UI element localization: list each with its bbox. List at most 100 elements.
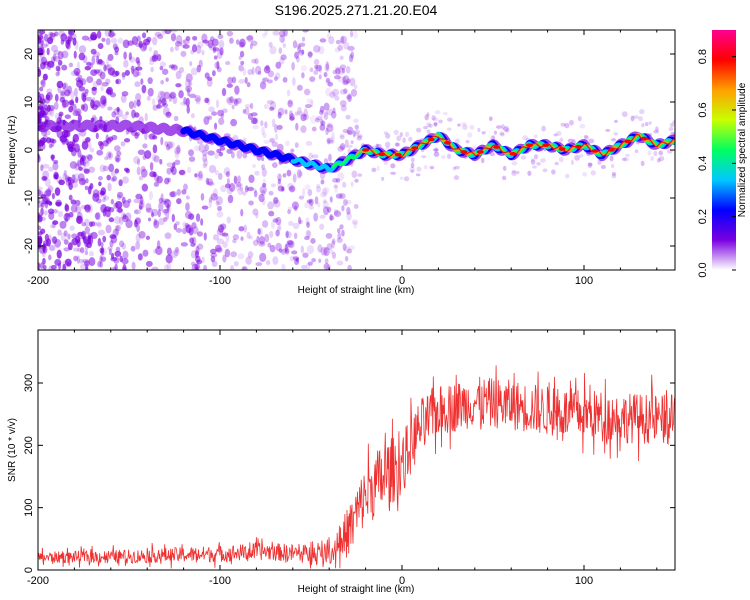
noise-blob [350,140,354,145]
noise-blob [55,65,61,72]
noise-blob [122,263,127,270]
noise-blob [170,64,179,71]
noise-blob [501,175,507,181]
noise-blob [38,30,46,35]
noise-blob [221,87,227,97]
noise-blob [68,146,75,153]
ridge-peak [591,149,599,153]
noise-blob [69,98,75,108]
noise-blob [311,154,319,159]
noise-blob [333,210,342,217]
noise-blob [53,101,59,110]
ridge-peak [525,143,533,147]
noise-blob [296,43,301,50]
noise-blob [300,125,307,134]
noise-blob [238,226,245,232]
noise-blob [216,60,220,70]
noise-blob [145,260,153,267]
noise-blob [145,202,152,212]
noise-blob [84,250,89,256]
noise-blob [207,181,215,186]
noise-blob [156,103,161,109]
noise-blob [71,233,78,239]
noise-blob [530,159,536,165]
noise-blob [219,231,226,237]
noise-blob [191,44,198,53]
noise-blob [334,47,341,53]
noise-blob [192,226,199,235]
noise-blob [128,100,134,110]
noise-blob [173,248,180,257]
noise-blob [178,66,185,74]
noise-blob [85,178,89,184]
noise-blob [277,173,282,182]
noise-blob [410,157,415,163]
noise-blob [668,126,674,132]
noise-blob [296,56,300,63]
noise-blob [346,211,352,221]
noise-blob [252,117,259,125]
noise-blob [317,244,323,253]
noise-blob [84,185,89,191]
noise-blob [174,41,183,47]
noise-blob [647,150,652,156]
noise-blob [81,104,85,111]
noise-blob [313,212,319,222]
noise-blob [247,186,255,192]
noise-blob [87,203,93,214]
noise-blob [190,242,196,247]
noise-blob [110,234,118,244]
noise-blob [334,186,338,194]
noise-blob [447,127,452,131]
noise-blob [78,177,86,186]
noise-blob [41,43,48,48]
noise-blob [78,86,86,92]
noise-blob [108,152,112,159]
noise-blob [259,81,267,90]
noise-blob [288,220,294,227]
noise-blob [138,231,146,239]
noise-blob [51,154,55,162]
noise-blob [47,36,54,45]
noise-blob [278,248,283,253]
noise-blob [333,184,338,189]
noise-blob [162,106,170,116]
snr-y-tick-label: 200 [23,436,35,454]
noise-blob [99,100,106,110]
noise-blob [133,209,141,215]
noise-blob [182,221,188,229]
noise-blob [452,166,456,171]
noise-blob [91,55,96,65]
noise-blob [75,96,79,104]
noise-blob [116,106,120,112]
noise-blob [209,36,215,42]
noise-blob [96,78,102,86]
noise-blob [339,100,347,107]
noise-blob [54,259,62,266]
noise-blob [191,236,197,246]
noise-blob [269,46,277,55]
noise-blob [261,182,267,188]
noise-blob [48,104,55,112]
noise-blob [233,261,239,267]
noise-blob [201,33,208,43]
noise-blob [239,38,246,48]
noise-blob [72,37,77,46]
noise-blob [144,39,149,47]
noise-blob [342,128,348,134]
noise-blob [157,33,164,40]
noise-blob [96,222,103,228]
noise-blob [53,171,59,180]
noise-blob [122,176,129,184]
noise-blob [104,64,110,71]
noise-blob [40,62,46,70]
noise-blob [271,118,276,128]
noise-blob [38,154,41,164]
noise-blob [320,118,324,126]
noise-blob [226,97,234,106]
noise-blob [277,107,285,116]
noise-blob [276,182,282,188]
noise-blob [267,201,274,210]
noise-blob [220,113,225,119]
noise-blob [42,110,46,117]
